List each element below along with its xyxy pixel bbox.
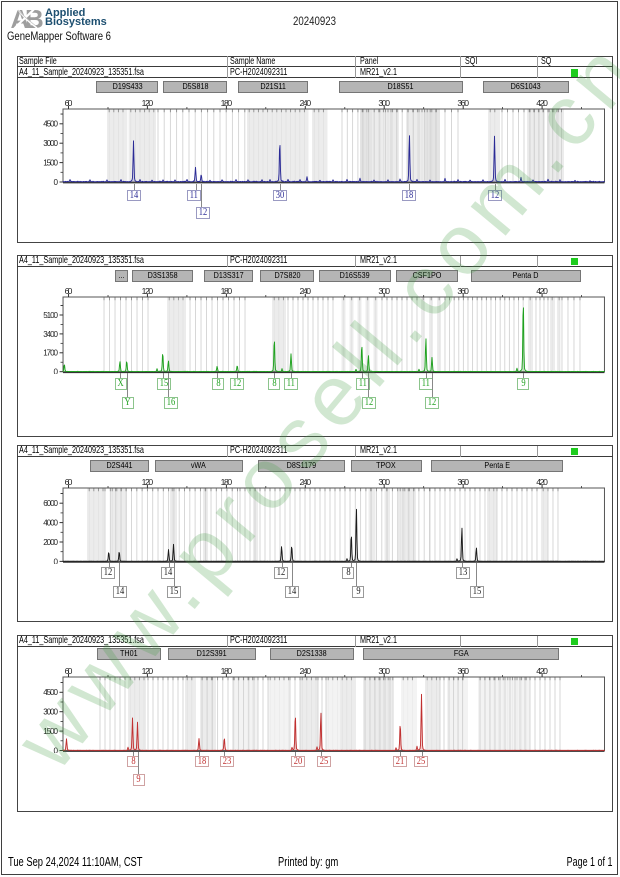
svg-text:300: 300 bbox=[378, 286, 390, 296]
svg-text:420: 420 bbox=[536, 666, 548, 676]
svg-text:360: 360 bbox=[457, 666, 469, 676]
svg-text:120: 120 bbox=[142, 98, 154, 108]
svg-text:60: 60 bbox=[65, 666, 73, 676]
svg-text:2000: 2000 bbox=[43, 537, 58, 546]
svg-text:360: 360 bbox=[457, 477, 469, 487]
svg-text:1700: 1700 bbox=[43, 348, 58, 357]
svg-text:1500: 1500 bbox=[43, 727, 58, 736]
svg-text:60: 60 bbox=[65, 477, 73, 487]
svg-text:240: 240 bbox=[300, 286, 312, 296]
svg-text:3000: 3000 bbox=[43, 707, 58, 716]
svg-text:1500: 1500 bbox=[43, 159, 58, 168]
svg-text:120: 120 bbox=[142, 666, 154, 676]
svg-text:4500: 4500 bbox=[43, 120, 58, 129]
svg-text:6000: 6000 bbox=[43, 499, 58, 508]
svg-text:3400: 3400 bbox=[43, 330, 58, 339]
svg-text:120: 120 bbox=[142, 477, 154, 487]
svg-text:180: 180 bbox=[221, 286, 233, 296]
svg-text:0: 0 bbox=[53, 178, 58, 185]
svg-text:180: 180 bbox=[221, 477, 233, 487]
svg-text:420: 420 bbox=[536, 477, 548, 487]
svg-text:0: 0 bbox=[54, 557, 59, 564]
svg-text:180: 180 bbox=[221, 98, 233, 108]
svg-text:3000: 3000 bbox=[43, 139, 58, 148]
svg-text:240: 240 bbox=[300, 477, 312, 487]
svg-text:420: 420 bbox=[536, 98, 548, 108]
svg-text:4500: 4500 bbox=[43, 688, 58, 697]
svg-text:A: A bbox=[11, 7, 30, 29]
svg-text:240: 240 bbox=[300, 98, 312, 108]
svg-text:300: 300 bbox=[378, 98, 390, 108]
svg-text:420: 420 bbox=[536, 286, 548, 296]
svg-text:0: 0 bbox=[54, 367, 59, 374]
svg-text:4000: 4000 bbox=[43, 518, 58, 527]
svg-text:360: 360 bbox=[457, 286, 469, 296]
svg-text:60: 60 bbox=[65, 98, 73, 108]
svg-text:240: 240 bbox=[300, 666, 312, 676]
svg-text:120: 120 bbox=[142, 286, 154, 296]
svg-text:5100: 5100 bbox=[43, 311, 58, 320]
svg-text:0: 0 bbox=[53, 746, 58, 753]
svg-text:360: 360 bbox=[457, 98, 469, 108]
svg-text:180: 180 bbox=[221, 666, 233, 676]
svg-text:300: 300 bbox=[378, 477, 390, 487]
svg-text:300: 300 bbox=[378, 666, 390, 676]
svg-text:60: 60 bbox=[65, 286, 73, 296]
